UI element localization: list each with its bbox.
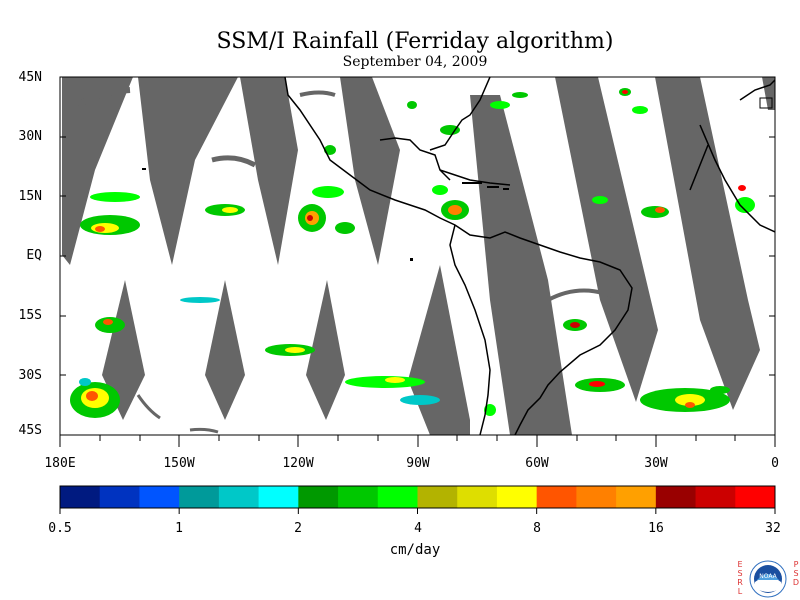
lat-label-eq: EQ [26, 248, 42, 263]
colorbar-swatch [616, 486, 657, 508]
map-date: September 04, 2009 [342, 54, 488, 70]
lon-label-90w: 90W [406, 456, 430, 471]
colorbar-swatch [99, 486, 140, 508]
coastlines [284, 77, 775, 435]
lat-label-30n: 30N [18, 129, 42, 144]
colorbar-swatch [457, 486, 498, 508]
colorbar [59, 485, 776, 514]
lon-label-150w: 150W [163, 456, 195, 471]
islands [142, 97, 773, 261]
colorbar-swatch [695, 486, 736, 508]
map-content [62, 77, 775, 435]
colorbar-swatch [377, 486, 418, 508]
colorbar-label-8: 8 [533, 521, 541, 536]
lon-label-30w: 30W [644, 456, 668, 471]
colorbar-swatch [536, 486, 577, 508]
lat-label-45s: 45S [18, 423, 42, 438]
colorbar-swatch [655, 486, 697, 508]
colorbar-swatch [258, 486, 299, 508]
colorbar-swatch [60, 486, 101, 508]
colorbar-label-0.5: 0.5 [48, 521, 72, 536]
colorbar-swatch [179, 486, 220, 508]
noaa-emblem-icon: NOAA [749, 560, 787, 598]
colorbar-swatch [298, 486, 339, 508]
map-title: SSM/I Rainfall (Ferriday algorithm) [216, 29, 614, 54]
colorbar-label-1: 1 [175, 521, 183, 536]
lon-ticks [59, 435, 776, 447]
lon-label-180e: 180E [44, 456, 76, 471]
colorbar-swatch [139, 486, 180, 508]
colorbar-swatch [735, 486, 776, 508]
colorbar-label-4: 4 [414, 521, 422, 536]
lon-label-60w: 60W [525, 456, 549, 471]
lat-label-15n: 15N [18, 189, 42, 204]
lat-label-15s: 15S [18, 308, 42, 323]
colorbar-label-2: 2 [294, 521, 302, 536]
colorbar-swatch [576, 486, 617, 508]
lat-label-30s: 30S [18, 368, 42, 383]
logo-noaa-text: NOAA [759, 573, 777, 580]
colorbar-label-32: 32 [765, 521, 781, 536]
colorbar-swatch [338, 486, 379, 508]
colorbar-label-16: 16 [648, 521, 664, 536]
colorbar-swatch [496, 486, 538, 508]
lon-label-0: 0 [771, 456, 779, 471]
lat-label-45n: 45N [18, 70, 42, 85]
rainfall-patches [70, 88, 755, 418]
lon-label-120w: 120W [282, 456, 314, 471]
lat-ticks [60, 76, 775, 436]
satellite-swaths [62, 77, 775, 435]
colorbar-units: cm/day [389, 542, 441, 558]
colorbar-swatch [417, 486, 458, 508]
colorbar-swatch [218, 486, 260, 508]
